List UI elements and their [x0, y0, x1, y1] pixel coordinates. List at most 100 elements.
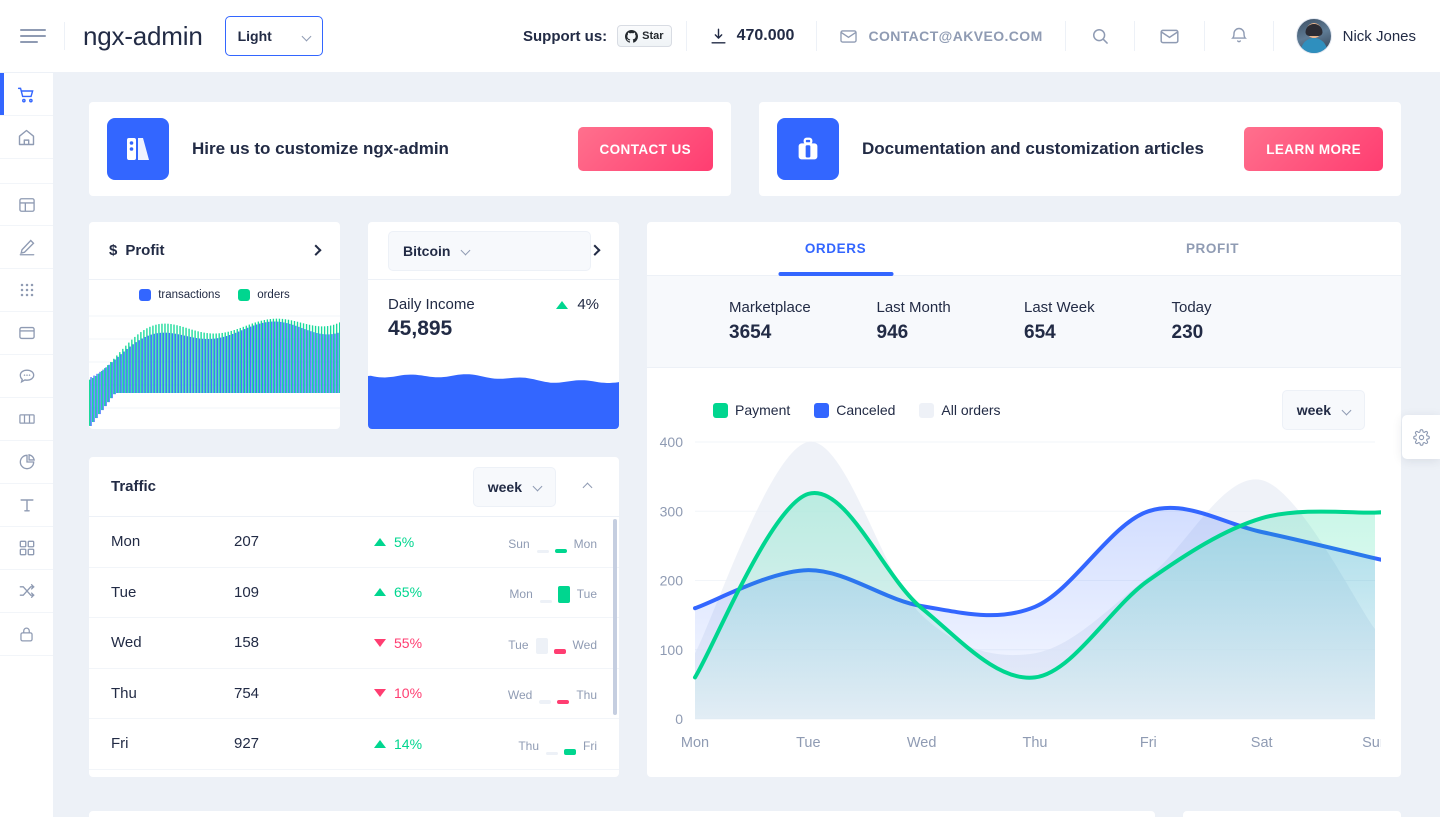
layout-icon: [18, 197, 35, 212]
traffic-period-select[interactable]: week: [472, 466, 556, 507]
header-divider: [1272, 21, 1274, 51]
sidebar-item-modal-overlays[interactable]: [0, 312, 53, 355]
stat-last-week: Last Week 654: [1024, 276, 1172, 367]
learn-more-button[interactable]: LEARN MORE: [1244, 127, 1383, 171]
sidebar-item-extra-components[interactable]: [0, 355, 53, 398]
sparkline-bar-to: [553, 648, 566, 654]
traffic-value: 754: [234, 684, 260, 702]
chevron-down-icon: [301, 31, 312, 41]
traffic-delta-value: 10%: [394, 685, 423, 702]
chevron-down-icon: [461, 245, 471, 256]
settings-panel-toggle[interactable]: [1402, 415, 1440, 459]
traffic-delta: 10%: [374, 685, 492, 701]
traffic-day: Fri: [111, 735, 129, 753]
sidebar-item-charts[interactable]: [0, 441, 53, 484]
traffic-delta: 14%: [374, 736, 492, 752]
table-row[interactable]: Mon 207 5% Sun Mon: [89, 517, 619, 568]
avatar: [1295, 18, 1332, 54]
sidebar-item-ecommerce[interactable]: [0, 73, 53, 116]
orders-stats: Marketplace 3654 Last Month 946 Last Wee…: [647, 276, 1401, 368]
triangle-up-icon: [374, 537, 386, 546]
legend-orders: orders: [238, 289, 290, 301]
legend-label: transactions: [158, 289, 221, 301]
shuffle-icon: [19, 584, 35, 598]
bitcoin-currency-select[interactable]: Bitcoin: [388, 230, 591, 271]
sidebar-item-editors[interactable]: [0, 484, 53, 527]
traffic-rows: Mon 207 5% Sun Mon Tue 109 65% Mon Tue Wed 158 55% Tu…: [89, 517, 619, 770]
sidebar-item-miscellaneous[interactable]: [0, 570, 53, 613]
orders-chart: 0 100 200 300 400 Mon Tue Wed Thu Fri Sat Sun: [647, 430, 1401, 777]
hamburger-icon[interactable]: [20, 25, 46, 47]
sidebar-item-maps[interactable]: [0, 398, 53, 441]
orders-chart-legend: Payment Canceled All orders: [713, 402, 1282, 418]
user-name: Nick Jones: [1342, 27, 1416, 45]
daily-income-delta: 4%: [556, 296, 599, 313]
sidebar-item-auth[interactable]: [0, 613, 53, 656]
triangle-up-icon: [556, 300, 569, 309]
sparkline-to-label: Wed: [572, 637, 597, 652]
traffic-card-header: Traffic week: [89, 457, 619, 517]
palette-icon: [107, 118, 169, 180]
sidebar-item-ui-features[interactable]: [0, 269, 53, 312]
table-row[interactable]: Tue 109 65% Mon Tue: [89, 568, 619, 618]
traffic-value: 207: [234, 533, 260, 551]
chevron-right-icon[interactable]: [588, 244, 601, 257]
browser-window-icon: [18, 326, 35, 340]
legend-swatch: [139, 289, 152, 301]
daily-income-value: 45,895: [388, 317, 453, 340]
header-divider: [1203, 21, 1205, 51]
sparkline-bar-from: [539, 700, 552, 705]
tab-orders[interactable]: ORDERS: [647, 222, 1024, 275]
support-label: Support us:: [523, 27, 608, 45]
legend-canceled: Canceled: [814, 402, 895, 418]
traffic-day: Tue: [111, 583, 137, 601]
notifications-button[interactable]: [1205, 26, 1273, 46]
brand-logo[interactable]: ngx-admin: [83, 20, 203, 51]
sparkline-from-label: Sun: [508, 536, 530, 551]
search-button[interactable]: [1066, 26, 1134, 46]
stat-value: 3654: [729, 322, 772, 343]
contact-us-button[interactable]: CONTACT US: [577, 127, 713, 171]
contact-email-link[interactable]: CONTACT@AKVEO.COM: [817, 27, 1064, 46]
sparkline-bar-from: [546, 751, 558, 755]
sparkline-bar-to: [554, 548, 567, 553]
promo-banner-row: Hire us to customize ngx-admin CONTACT U…: [88, 101, 1402, 197]
traffic-sparkline: Mon Tue: [492, 581, 597, 604]
orders-tabs: ORDERS PROFIT: [647, 222, 1401, 276]
traffic-delta-value: 55%: [394, 634, 423, 651]
chevron-right-icon[interactable]: [309, 244, 322, 257]
orders-period-select[interactable]: week: [1281, 390, 1365, 430]
svg-text:Thu: Thu: [1023, 735, 1048, 751]
user-menu[interactable]: Nick Jones: [1274, 18, 1440, 54]
svg-text:0: 0: [675, 711, 683, 727]
github-star-button[interactable]: Star: [617, 25, 672, 47]
traffic-collapse-button[interactable]: [578, 472, 597, 502]
traffic-period-label: week: [487, 478, 522, 495]
sidebar-item-tables[interactable]: [0, 527, 53, 570]
traffic-sparkline: Tue Wed: [492, 632, 597, 654]
app-header: ngx-admin Light Support us: Star 470.000: [0, 0, 1440, 73]
traffic-scrollbar[interactable]: [613, 519, 617, 715]
sparkline-bar-from: [539, 600, 552, 604]
chat-bubble-icon: [19, 369, 34, 384]
github-star-label: Star: [642, 30, 664, 42]
sidebar-item-forms[interactable]: [0, 226, 53, 269]
pie-chart-icon: [19, 454, 35, 470]
messages-button[interactable]: [1135, 26, 1204, 47]
svg-text:Sun: Sun: [1362, 735, 1381, 751]
legend-label: Canceled: [836, 402, 896, 418]
sparkline-to-label: Fri: [583, 738, 597, 753]
table-row[interactable]: Fri 927 14% Thu Fri: [89, 719, 619, 770]
stat-marketplace: Marketplace 3654: [729, 276, 877, 367]
sparkline-bars: [536, 531, 567, 553]
theme-selector[interactable]: Light: [224, 16, 323, 56]
bottom-card-right: [1182, 810, 1402, 817]
sidebar-item-iot-dashboard[interactable]: [0, 116, 53, 159]
table-row[interactable]: Thu 754 10% Wed Thu: [89, 669, 619, 719]
tab-profit[interactable]: PROFIT: [1185, 241, 1240, 256]
legend-swatch: [814, 402, 830, 418]
sidebar-item-layout[interactable]: [0, 183, 53, 226]
table-row[interactable]: Wed 158 55% Tue Wed: [89, 618, 619, 669]
legend-swatch: [238, 289, 251, 301]
stat-label: Last Week: [1024, 299, 1095, 316]
